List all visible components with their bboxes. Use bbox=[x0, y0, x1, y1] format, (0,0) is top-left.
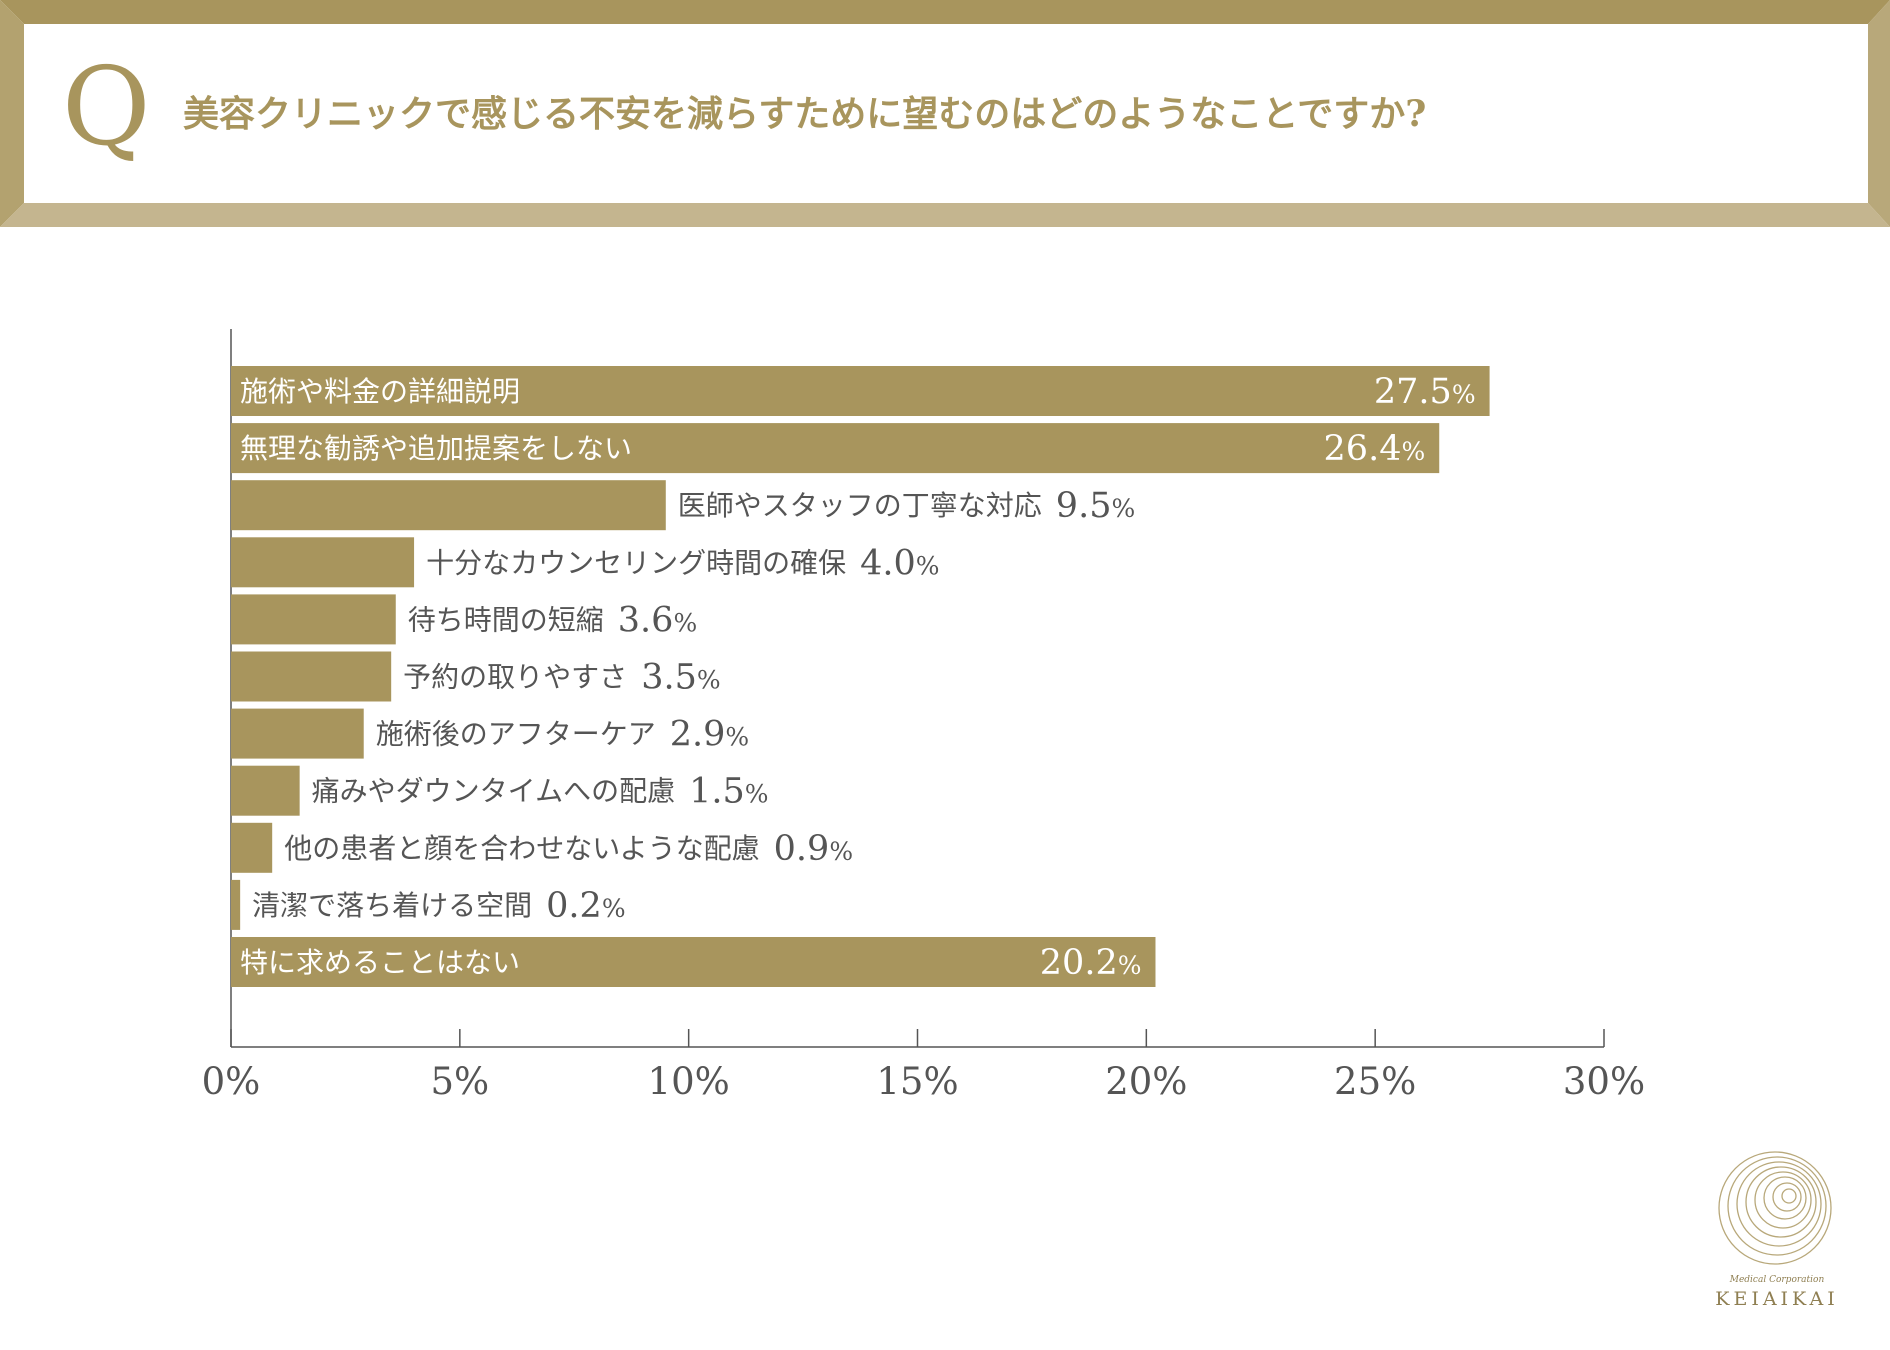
category-label: 痛みやダウンタイムへの配慮 bbox=[312, 775, 675, 808]
bar bbox=[231, 651, 392, 702]
x-tick-label: 20% bbox=[1105, 1060, 1187, 1103]
x-tick-label: 5% bbox=[430, 1060, 489, 1103]
category-label: 待ち時間の短縮 bbox=[408, 603, 604, 636]
spiral-emblem-icon bbox=[1718, 1151, 1832, 1265]
data-label: 4.0% bbox=[860, 543, 939, 583]
category-label: 清潔で落ち着ける空間 bbox=[252, 889, 532, 922]
data-label: 0.2% bbox=[546, 886, 625, 926]
category-label: 他の患者と顔を合わせないような配慮 bbox=[284, 832, 759, 865]
category-label: 施術や料金の詳細説明 bbox=[240, 375, 520, 408]
bar-chart: 0% 5% 10% 15% 20% 25% 30%施術や料金の詳細説明 27.5%無理な勧誘や… bbox=[202, 329, 1645, 1103]
bar bbox=[231, 594, 396, 645]
data-label: 3.6% bbox=[618, 600, 697, 640]
q-mark: Q bbox=[62, 45, 151, 170]
category-label: 特に求めることはない bbox=[240, 946, 520, 979]
keiaikai-logo: Medical Corporation KEIAIKAI bbox=[1715, 1151, 1838, 1310]
category-label: 無理な勧誘や追加提案をしない bbox=[240, 432, 632, 465]
bar bbox=[231, 480, 666, 531]
question-frame bbox=[0, 0, 1890, 227]
category-label: 予約の取りやすさ bbox=[403, 661, 627, 694]
x-tick-label: 25% bbox=[1334, 1060, 1416, 1103]
bar bbox=[231, 423, 1440, 474]
data-label: 9.5% bbox=[1056, 486, 1135, 526]
bar bbox=[231, 822, 273, 873]
category-label: 施術後のアフターケア bbox=[376, 718, 656, 751]
bar bbox=[231, 879, 241, 930]
data-label: 0.9% bbox=[774, 829, 853, 869]
bar bbox=[231, 366, 1490, 416]
data-label: 1.5% bbox=[689, 772, 768, 812]
logo-subtitle: Medical Corporation bbox=[1729, 1275, 1825, 1285]
x-tick-label: 15% bbox=[876, 1060, 958, 1103]
x-tick-label: 10% bbox=[648, 1060, 730, 1103]
question-title: 美容クリニックで感じる不安を減らすために望むのはどのようなことですか? bbox=[183, 93, 1427, 135]
x-tick-label: 0% bbox=[202, 1060, 261, 1103]
logo-name: KEIAIKAI bbox=[1715, 1288, 1838, 1310]
data-label: 3.5% bbox=[641, 658, 720, 698]
bar bbox=[231, 765, 300, 816]
bar bbox=[231, 537, 415, 588]
bar bbox=[231, 937, 1156, 987]
x-tick-label: 30% bbox=[1563, 1060, 1645, 1103]
category-label: 十分なカウンセリング時間の確保 bbox=[426, 546, 846, 579]
data-label: 2.9% bbox=[670, 715, 749, 755]
bar bbox=[231, 708, 364, 759]
category-label: 医師やスタッフの丁寧な対応 bbox=[678, 489, 1042, 522]
